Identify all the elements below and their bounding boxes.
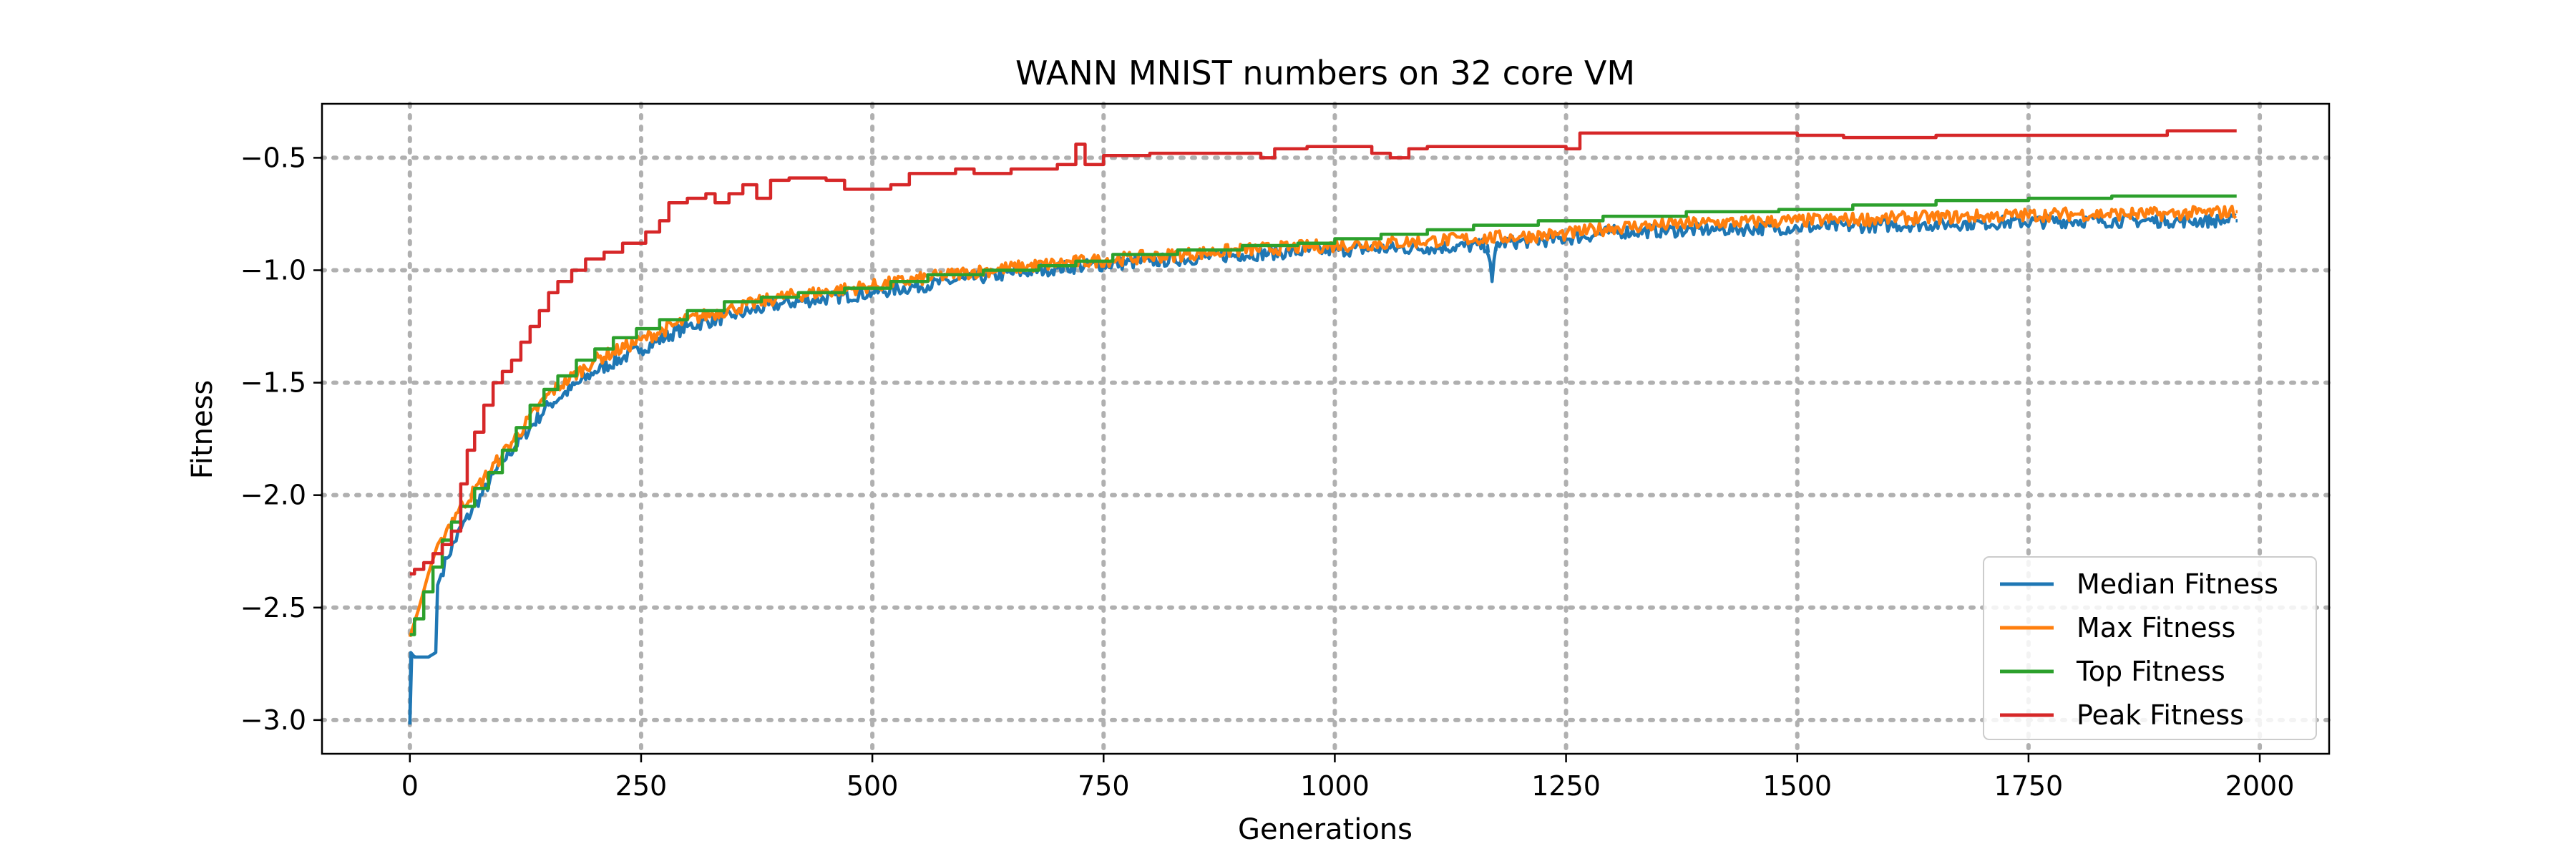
- x-tick-label: 250: [615, 770, 668, 802]
- legend-box: [1983, 556, 2317, 740]
- y-tick-label: −0.5: [240, 142, 306, 173]
- y-tick-label: −1.5: [240, 367, 306, 399]
- x-axis-label: Generations: [1238, 813, 1413, 846]
- x-tick-label: 1250: [1531, 770, 1601, 802]
- legend-label: Median Fitness: [2077, 568, 2278, 600]
- series-layer: [408, 129, 2238, 725]
- y-tick-label: −2.0: [240, 480, 306, 511]
- y-axis-label: Fitness: [186, 380, 219, 480]
- x-tick-label: 1500: [1762, 770, 1832, 802]
- y-tick-label: −3.0: [240, 704, 306, 736]
- series-line-peak-fitness: [409, 129, 2237, 576]
- legend-label: Top Fitness: [2076, 656, 2225, 687]
- x-tick-label: 2000: [2225, 770, 2295, 802]
- x-tick-label: 0: [401, 770, 419, 802]
- x-tick-label: 1750: [1994, 770, 2064, 802]
- chart-title: WANN MNIST numbers on 32 core VM: [1015, 54, 1635, 92]
- series-line-median-fitness: [408, 213, 2238, 725]
- series-line-max-fitness: [408, 205, 2238, 638]
- series-line-top-fitness: [409, 194, 2237, 636]
- x-tick-label: 1000: [1300, 770, 1370, 802]
- x-axis-ticks: 0 250 500 750 1000 1250 1500 1750 2000: [401, 754, 2295, 802]
- x-tick-label: 500: [847, 770, 899, 802]
- legend-label: Peak Fitness: [2077, 699, 2244, 731]
- x-tick-label: 750: [1078, 770, 1130, 802]
- y-axis-ticks: −3.0 −2.5 −2.0 −1.5 −1.0 −0.5: [240, 142, 322, 736]
- legend-label: Max Fitness: [2077, 612, 2235, 644]
- y-tick-label: −2.5: [240, 592, 306, 623]
- plot-frame: [321, 102, 2331, 755]
- legend: Median Fitness Max Fitness Top Fitness Peak…: [1983, 556, 2317, 740]
- y-tick-label: −1.0: [240, 254, 306, 286]
